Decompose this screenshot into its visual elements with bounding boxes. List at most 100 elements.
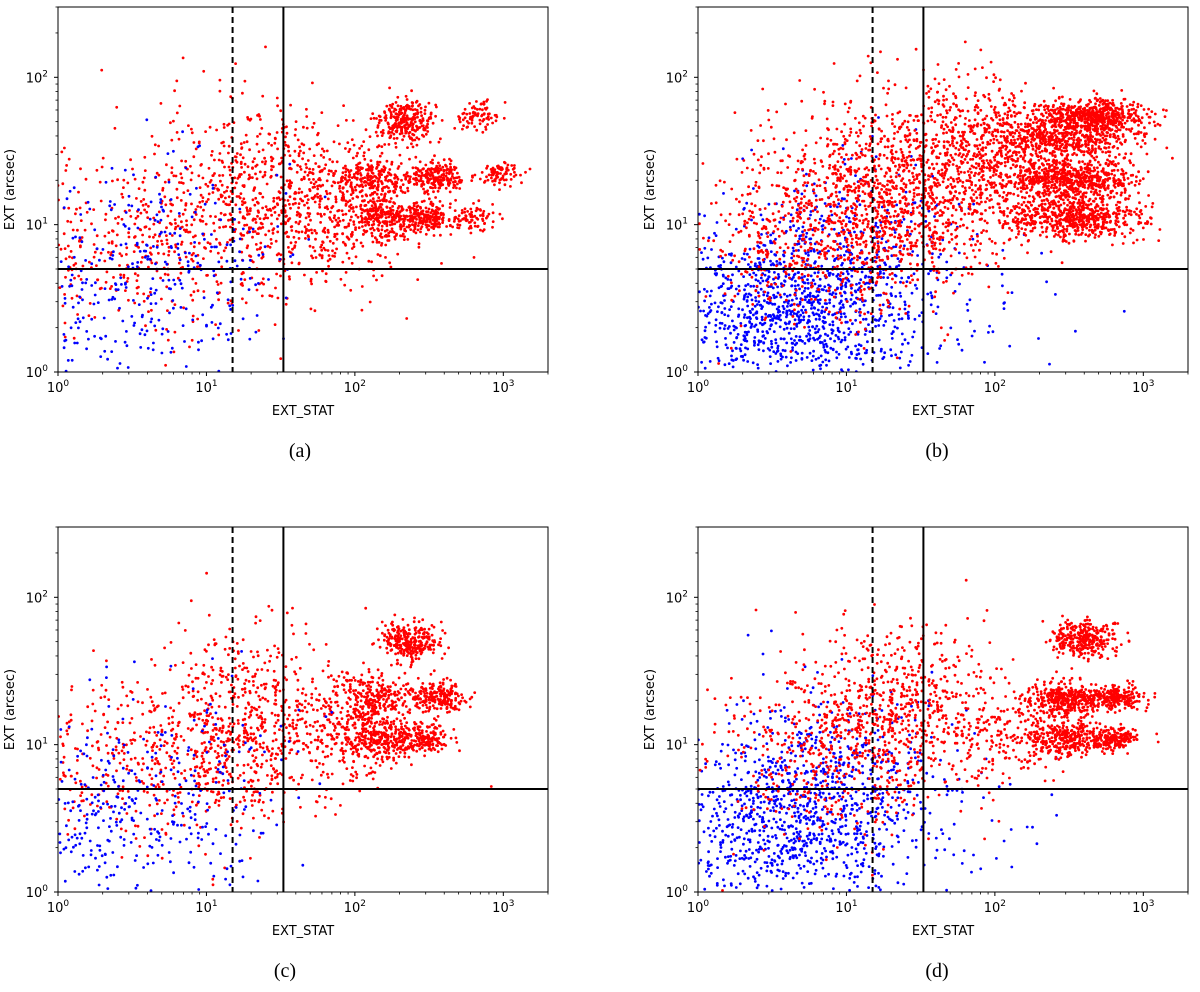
data-point [848,229,851,233]
data-point [783,349,787,353]
data-point [438,164,442,168]
data-point [847,333,851,336]
data-point [993,241,997,245]
data-point [215,291,219,295]
data-point [837,152,841,156]
data-point [333,181,337,185]
data-point [202,257,205,260]
data-point [144,225,148,229]
data-point [769,250,773,254]
data-point [812,249,816,253]
data-point [175,79,179,83]
data-point [418,103,422,106]
data-point [368,217,371,221]
data-point [821,325,825,329]
data-point [479,102,483,106]
data-point [867,220,870,223]
data-point [755,222,758,226]
data-point [76,317,80,321]
data-point [133,222,137,226]
data-point [729,261,733,265]
data-point [890,272,894,275]
data-point [837,257,840,261]
data-point [88,302,92,305]
data-point [941,238,945,242]
data-point [431,121,435,125]
data-point [795,208,799,212]
data-point [138,250,142,253]
data-point [778,325,782,329]
data-point [699,309,702,313]
data-point [793,178,797,182]
data-point [807,253,810,257]
data-point [307,238,311,241]
data-point [424,232,428,236]
data-point [846,272,850,276]
data-point [118,264,121,267]
data-point [790,252,794,256]
data-point [433,177,437,181]
data-point [821,230,824,234]
data-point [774,224,777,228]
data-point [280,186,283,190]
data-point [767,202,771,206]
data-point [204,182,208,186]
data-point [737,230,741,234]
data-point [437,140,441,144]
data-point [284,302,288,306]
data-point [273,136,277,140]
data-point [350,187,354,191]
data-point [461,112,465,116]
data-point [420,184,423,188]
data-point [342,166,345,170]
data-point [715,340,718,344]
data-point [772,330,776,333]
data-point [487,173,491,177]
data-point [408,205,411,209]
data-point [775,250,779,254]
data-point [796,314,799,318]
data-point [710,289,713,293]
data-point [1037,337,1040,340]
data-point [408,180,412,184]
data-point [270,143,273,147]
data-point [442,168,446,172]
data-point [274,239,278,243]
data-point [266,216,270,220]
data-point [801,278,804,282]
data-point [111,229,114,233]
data-point [499,166,503,170]
data-point [897,233,901,237]
data-point [828,298,832,302]
data-point [287,235,290,239]
data-point [370,204,374,208]
data-point [239,192,243,196]
data-point [295,170,299,174]
data-point [333,232,337,236]
data-point [707,239,710,243]
data-point [344,173,348,177]
data-point [881,357,885,360]
data-point [306,159,310,162]
data-point [807,314,811,318]
data-point [167,178,171,182]
data-point [95,168,99,172]
data-point [163,195,167,199]
data-point [824,257,827,260]
data-point [710,302,713,306]
data-point [759,241,763,245]
data-point [429,111,433,115]
data-point [160,351,164,355]
data-point [427,207,431,211]
data-point [839,256,843,260]
data-point [61,304,65,308]
data-point [831,247,835,251]
data-point [915,239,919,242]
data-point [929,303,933,307]
data-point [254,196,258,200]
data-point [479,209,482,212]
data-point [99,355,103,358]
data-point [528,167,532,171]
data-point [742,159,746,162]
data-point [291,253,295,257]
